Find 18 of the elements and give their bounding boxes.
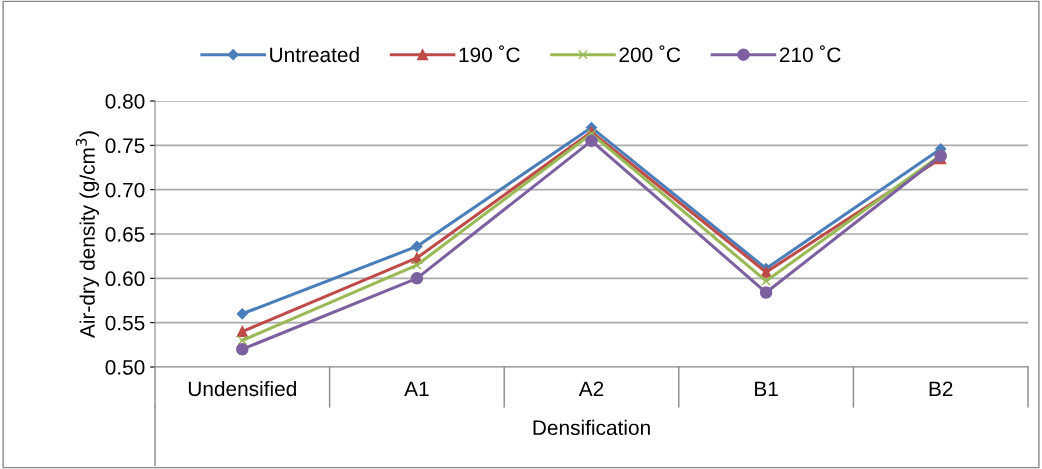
y-tick-label: 0.65 <box>105 227 145 242</box>
x-tick-label: B1 <box>755 381 778 396</box>
x-tick-label: A2 <box>578 381 604 396</box>
y-tick-label: 0.75 <box>105 138 145 154</box>
y-tick-label: 0.70 <box>105 182 145 198</box>
x-tick-label: B2 <box>929 381 953 396</box>
y-tick-label: 0.50 <box>105 360 145 375</box>
x-tick-label: Undensified <box>188 380 296 397</box>
y-tick-label: 0.55 <box>105 315 145 331</box>
y-axis-title: Air-dry density (g/cm$^{3}$) <box>75 131 99 339</box>
x-axis-title: Densification <box>533 419 650 436</box>
legend-label: 210 ˚C <box>779 45 841 63</box>
legend-label: Untreated <box>270 46 359 63</box>
x-tick-label: A1 <box>404 381 429 396</box>
legend-label: 190 ˚C <box>459 45 520 63</box>
legend-label: 200 ˚C <box>619 45 681 63</box>
y-tick-label: 0.80 <box>105 94 145 109</box>
y-tick-label: 0.60 <box>105 271 145 287</box>
